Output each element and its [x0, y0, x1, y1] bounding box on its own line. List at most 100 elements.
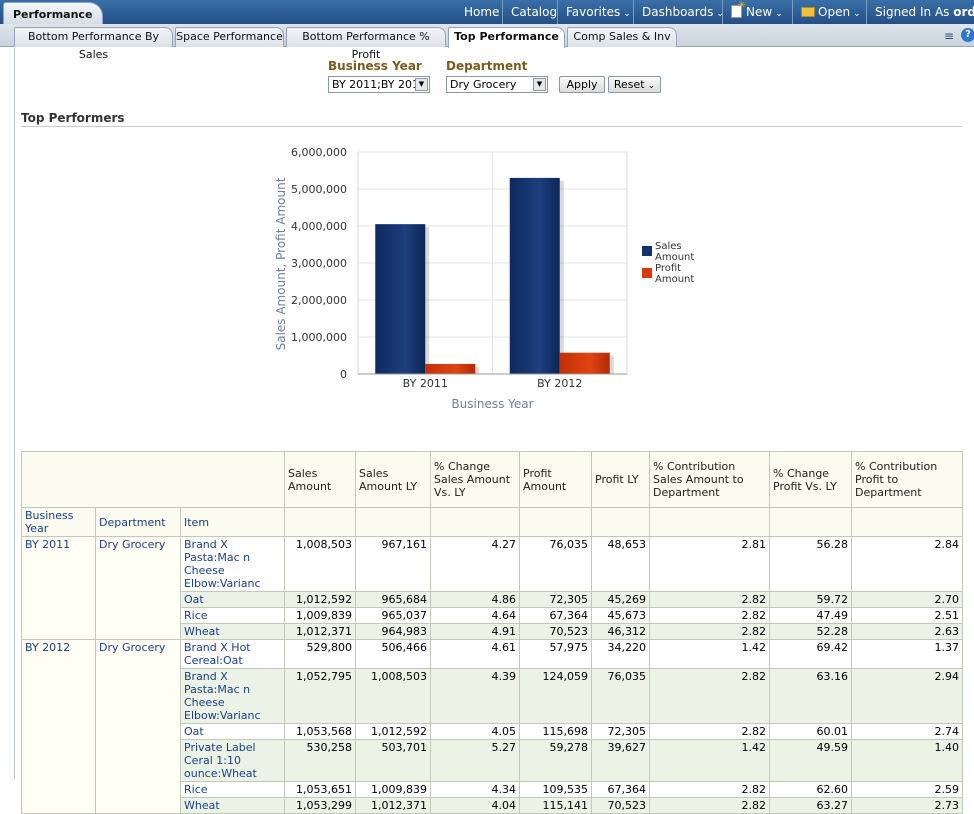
tab-comp-sales-inv[interactable]: Comp Sales & Inv: [567, 27, 677, 47]
table-row: Oat 1,012,592 965,684 4.86 72,305 45,269 2.82 5…: [22, 591, 964, 608]
cell-item[interactable]: Brand X Pasta:Mac n Cheese Elbow:Varianc: [179, 668, 286, 724]
open-label: Open: [818, 5, 851, 19]
folder-icon: [801, 7, 815, 17]
apply-button[interactable]: Apply: [559, 76, 605, 93]
header-profit-ly: Profit LY: [591, 451, 651, 508]
table-row: Brand X Pasta:Mac n Cheese Elbow:Varianc…: [22, 668, 964, 724]
cell-value: 52.28: [769, 623, 853, 640]
legend-label: Profit: [655, 263, 681, 274]
legend-label: Sales: [655, 241, 682, 252]
business-year-select[interactable]: BY 2011;BY 2012 ▼: [328, 76, 430, 93]
cell-business-year[interactable]: BY 2012: [21, 639, 96, 814]
cell-value: 34,220: [591, 639, 651, 669]
header-department[interactable]: Department: [95, 507, 181, 537]
user-name[interactable]: ordm: [953, 5, 974, 19]
dashboards-menu[interactable]: Dashboards ⌄: [633, 0, 724, 24]
header-pct-contribution-profit: % Contribution Profit to Department: [851, 451, 964, 508]
cell-value: 503,701: [355, 739, 432, 782]
bar-chart: 6,000,000 5,000,000 4,000,000 3,000,000 2,00…: [274, 146, 694, 411]
cell-item[interactable]: Oat: [179, 723, 286, 740]
catalog-link[interactable]: Catalog: [502, 0, 557, 24]
cell-value: 1,009,839: [284, 607, 357, 624]
cell-value: 4.05: [430, 723, 521, 740]
cell-value: 965,037: [355, 607, 432, 624]
cell-value: 62.60: [769, 781, 853, 798]
cell-item[interactable]: Rice: [179, 607, 286, 624]
signed-in-text: Signed In As ordm: [866, 0, 974, 24]
cell-value: 2.82: [649, 723, 771, 740]
cell-value: 506,466: [355, 639, 432, 669]
cell-department[interactable]: Dry Grocery: [95, 536, 181, 640]
cell-value: 1,012,592: [284, 591, 357, 608]
chevron-down-icon: ⌄: [647, 81, 656, 91]
cell-value: 67,364: [591, 781, 651, 798]
tab-bottom-performance-by-sales[interactable]: Bottom Performance By Sales: [14, 27, 173, 61]
favorites-menu[interactable]: Favorites ⌄: [557, 0, 631, 24]
help-icon[interactable]: ?: [961, 28, 974, 42]
cell-value: 76,035: [591, 668, 651, 724]
column-header-row: Sales Amount Sales Amount LY % Change Sa…: [20, 451, 964, 508]
cell-item[interactable]: Oat: [179, 591, 286, 608]
department-select[interactable]: Dry Grocery ▼: [446, 76, 548, 93]
cell-value: 2.74: [851, 723, 964, 740]
cell-value: 63.27: [769, 797, 853, 814]
cell-item[interactable]: Private Label Ceral 1:10 ounce:Wheat: [179, 739, 286, 782]
cell-item[interactable]: Brand X Hot Cereal:Oat: [179, 639, 286, 669]
x-tick-label: BY 2012: [537, 377, 582, 390]
cell-value: 39,627: [591, 739, 651, 782]
reset-label: Reset: [613, 78, 645, 91]
cell-value: 4.91: [430, 623, 521, 640]
cell-value: 4.27: [430, 536, 521, 592]
tab-bottom-performance-profit[interactable]: Bottom Performance % Profit: [286, 27, 446, 61]
cell-value: 1,012,371: [284, 623, 357, 640]
cell-value: 2.51: [851, 607, 964, 624]
cell-value: 59.72: [769, 591, 853, 608]
cell-value: 124,059: [519, 668, 593, 724]
tab-top-performance[interactable]: Top Performance: [448, 27, 565, 48]
cell-value: 4.04: [430, 797, 521, 814]
open-menu[interactable]: Open ⌄: [792, 0, 861, 24]
cell-value: 2.84: [851, 536, 964, 592]
header-item[interactable]: Item: [179, 507, 286, 537]
tab-space-performance[interactable]: Space Performance: [175, 27, 284, 47]
cell-value: 529,800: [284, 639, 357, 669]
cell-item[interactable]: Brand X Pasta:Mac n Cheese Elbow:Varianc: [179, 536, 286, 592]
cell-value: 2.82: [649, 607, 771, 624]
x-axis-title: Business Year: [451, 397, 533, 411]
cell-value: 965,684: [355, 591, 432, 608]
cell-value: 45,673: [591, 607, 651, 624]
cell-value: 67,364: [519, 607, 593, 624]
cell-value: 59,278: [519, 739, 593, 782]
home-link[interactable]: Home: [464, 5, 500, 19]
department-value: Dry Grocery: [450, 78, 517, 91]
cell-value: 2.82: [649, 797, 771, 814]
cell-value: 1.40: [851, 739, 964, 782]
header-sales-amount: Sales Amount: [284, 451, 357, 508]
new-menu[interactable]: ✳ New ⌄: [722, 0, 783, 24]
page-options-icon[interactable]: ≡: [944, 29, 955, 43]
cell-item[interactable]: Wheat: [179, 623, 286, 640]
department-label: Department: [446, 59, 528, 73]
header-profit-amount: Profit Amount: [519, 451, 593, 508]
corner-header: [20, 451, 286, 508]
cell-value: 2.82: [649, 623, 771, 640]
catalog-label: Catalog: [511, 5, 558, 19]
cell-value: 1.37: [851, 639, 964, 669]
cell-department[interactable]: Dry Grocery: [95, 639, 181, 814]
header-business-year[interactable]: Business Year: [21, 507, 96, 537]
cell-value: 115,698: [519, 723, 593, 740]
cell-value: 48,653: [591, 536, 651, 592]
cell-value: 76,035: [519, 536, 593, 592]
legend-label: Amount: [655, 274, 694, 285]
bar-profit-amount: [425, 363, 476, 374]
legend-swatch: [642, 246, 652, 256]
cell-value: 69.42: [769, 639, 853, 669]
reset-button[interactable]: Reset ⌄: [608, 76, 661, 93]
bar-sales-amount: [509, 177, 560, 374]
cell-item[interactable]: Wheat: [179, 797, 286, 814]
header-pct-change-profit: % Change Profit Vs. LY: [769, 451, 853, 508]
cell-value: 4.64: [430, 607, 521, 624]
dropdown-arrow-icon: ▼: [415, 78, 428, 91]
cell-business-year[interactable]: BY 2011: [21, 536, 96, 640]
cell-item[interactable]: Rice: [179, 781, 286, 798]
